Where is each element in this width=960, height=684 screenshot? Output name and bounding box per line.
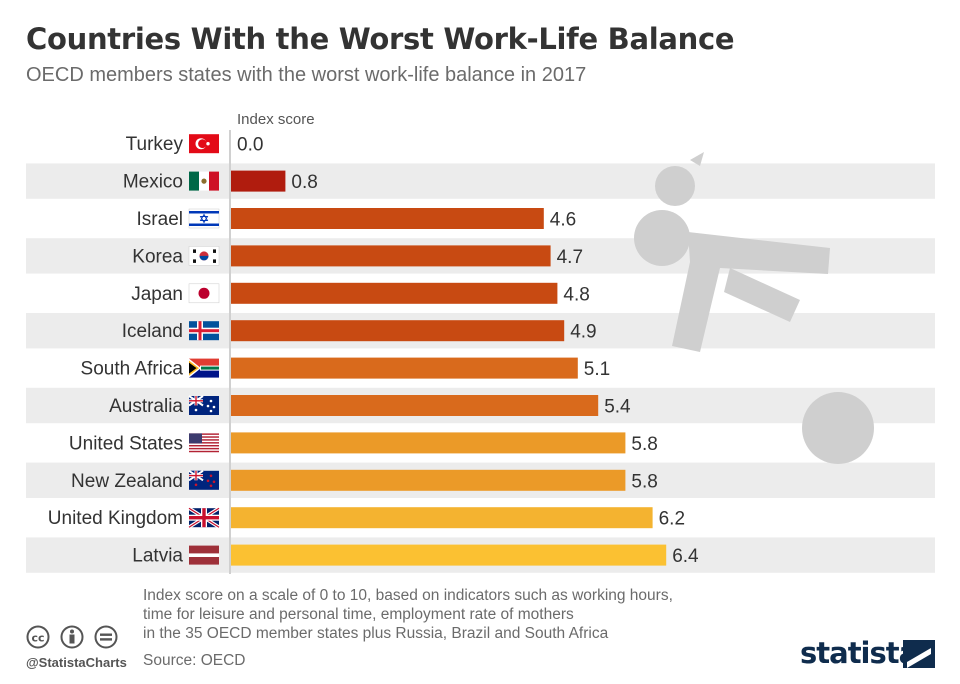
bar	[231, 507, 653, 529]
footnote-line: in the 35 OECD member states plus Russia…	[143, 625, 609, 642]
bar	[231, 208, 544, 229]
value-label: 4.9	[570, 322, 596, 343]
footnote-line: Index score on a scale of 0 to 10, based…	[143, 587, 673, 604]
category-label: New Zealand	[71, 471, 183, 492]
value-label: 6.2	[659, 509, 685, 530]
category-label: Latvia	[132, 546, 183, 567]
japan-flag	[188, 283, 220, 304]
bar	[231, 282, 558, 304]
statista-logo[interactable]: statista	[800, 636, 918, 670]
value-label: 5.1	[584, 359, 610, 380]
by-icon	[60, 625, 84, 649]
iceland-flag	[189, 321, 219, 341]
united-states-flag	[189, 433, 219, 453]
turkey-flag	[189, 134, 219, 154]
category-label: United Kingdom	[48, 508, 183, 529]
bar	[231, 320, 565, 342]
korea-flag	[188, 246, 220, 266]
bar	[231, 544, 667, 566]
israel-flag	[188, 208, 220, 229]
category-label: Korea	[132, 246, 183, 267]
statista-logo-icon	[903, 640, 935, 668]
value-label: 6.4	[672, 546, 699, 567]
cc-icon: cc	[26, 625, 50, 649]
chart-subtitle: OECD members states with the worst work-…	[26, 64, 587, 86]
value-label: 4.6	[550, 210, 576, 231]
value-label: 5.4	[604, 397, 631, 418]
bar	[231, 432, 626, 454]
category-label: Iceland	[122, 321, 183, 342]
value-label: 4.7	[557, 247, 583, 268]
svg-text:cc: cc	[31, 632, 44, 645]
australia-flag	[188, 395, 219, 415]
new-zealand-flag	[188, 469, 219, 490]
value-label: 0.8	[291, 172, 317, 193]
value-label: 4.8	[563, 284, 589, 305]
category-label: Mexico	[123, 172, 183, 193]
value-label: 5.8	[631, 471, 657, 492]
latvia-flag	[189, 545, 219, 565]
category-label: Turkey	[126, 134, 184, 155]
nd-icon	[94, 625, 118, 649]
source-note: Source: OECD	[143, 652, 246, 669]
category-label: Australia	[109, 396, 183, 417]
license-icons: cc	[26, 625, 118, 649]
row-stripe	[26, 163, 935, 199]
united-kingdom-flag	[188, 506, 220, 529]
axis-label: Index score	[237, 111, 315, 128]
category-label: United States	[69, 433, 183, 454]
footnote: Index score on a scale of 0 to 10, based…	[143, 586, 673, 643]
value-label: 0.0	[237, 135, 263, 156]
collapsed-worker-icon	[634, 152, 874, 464]
value-label: 5.8	[631, 434, 657, 455]
category-label: South Africa	[81, 359, 184, 380]
south-africa-flag	[189, 358, 219, 378]
bar	[231, 170, 286, 192]
bar	[231, 357, 578, 379]
category-label: Israel	[137, 209, 183, 230]
category-label: Japan	[131, 284, 183, 305]
mexico-flag	[189, 171, 219, 191]
bar	[231, 469, 626, 491]
bar	[231, 245, 551, 267]
twitter-handle[interactable]: @StatistaCharts	[26, 655, 127, 670]
chart-title: Countries With the Worst Work-Life Balan…	[26, 22, 735, 56]
footnote-line: time for leisure and personal time, empl…	[143, 606, 574, 623]
bar	[231, 395, 599, 416]
